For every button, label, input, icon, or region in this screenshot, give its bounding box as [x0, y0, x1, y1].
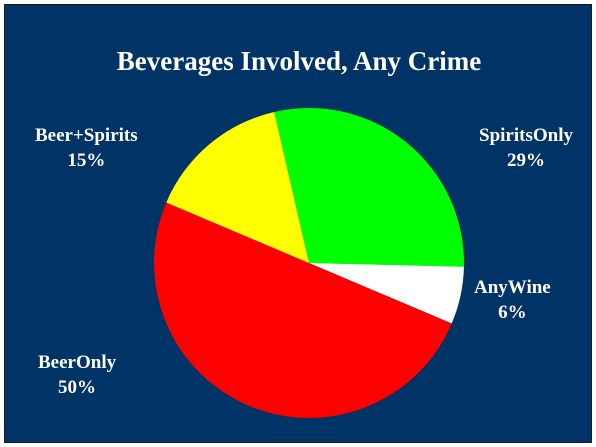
- slice-label-name: Beer+Spirits: [35, 125, 138, 146]
- pie-chart: [154, 107, 464, 418]
- slice-label-value: 6%: [498, 302, 527, 323]
- slice-label-beer-spirits: Beer+Spirits 15%: [35, 123, 138, 173]
- chart-title: Beverages Involved, Any Crime: [116, 46, 482, 76]
- slice-label-value: 29%: [506, 150, 545, 171]
- slice-label-name: AnyWine: [474, 277, 551, 298]
- pie-slice-spirits-only: [274, 107, 464, 267]
- chart-slide: Beverages Involved, Any Crime SpiritsOnl…: [4, 4, 592, 443]
- slice-label-spirits-only: SpiritsOnly 29%: [479, 123, 573, 173]
- slice-label-value: 15%: [67, 150, 106, 171]
- pie-slice-beer-spirits: [166, 111, 309, 263]
- pie-slice-beer-only: [154, 202, 452, 418]
- slice-label-name: SpiritsOnly: [479, 125, 573, 146]
- slice-label-beer-only: BeerOnly 50%: [38, 350, 116, 400]
- slice-label-value: 50%: [58, 377, 97, 398]
- pie-slice-any-wine: [309, 263, 464, 324]
- slice-label-any-wine: AnyWine 6%: [474, 275, 551, 325]
- slice-label-name: BeerOnly: [38, 352, 117, 373]
